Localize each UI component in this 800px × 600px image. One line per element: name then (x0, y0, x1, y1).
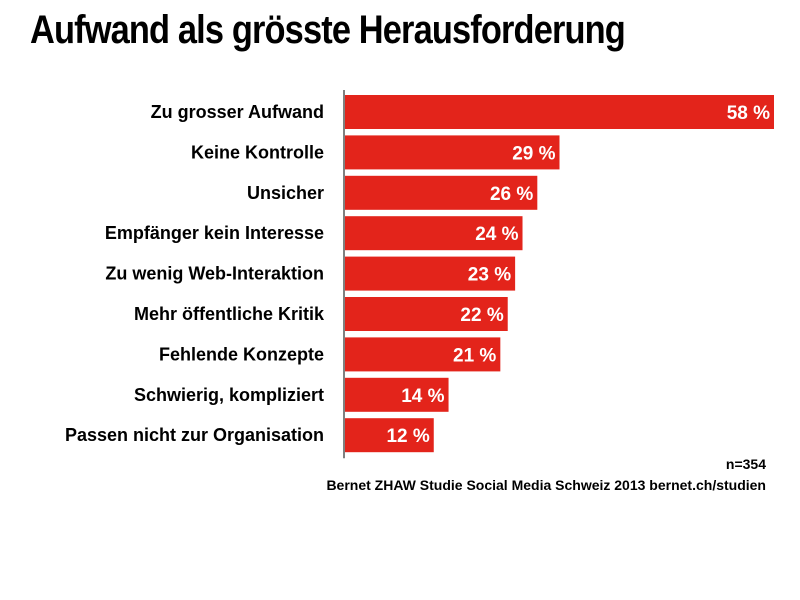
bar-0 (345, 95, 774, 129)
category-label: Zu wenig Web-Interaktion (105, 264, 324, 284)
value-label: 58 % (727, 103, 770, 124)
bars-layer (345, 95, 774, 453)
value-label: 24 % (475, 224, 518, 245)
source-note: Bernet ZHAW Studie Social Media Schweiz … (326, 477, 766, 493)
value-label: 23 % (468, 265, 511, 286)
value-label: 14 % (401, 386, 444, 407)
bar-5 (345, 297, 508, 331)
value-label: 21 % (453, 345, 496, 366)
chart-title: Aufwand als grösste Herausforderung (30, 8, 626, 52)
category-label: Mehr öffentliche Kritik (134, 304, 325, 324)
bar-3 (345, 216, 523, 251)
bar-4 (345, 256, 516, 291)
value-label: 12 % (386, 426, 429, 447)
category-label: Fehlende Konzepte (159, 344, 324, 364)
category-label: Schwierig, kompliziert (134, 385, 324, 405)
labels-layer: 58 % Zu grosser Aufwand 29 % Keine Kontroll… (65, 102, 770, 447)
bar-1 (345, 135, 560, 170)
bar-6 (345, 337, 501, 372)
value-label: 26 % (490, 184, 533, 205)
sample-size-note: n=354 (725, 456, 766, 472)
category-label: Zu grosser Aufwand (151, 102, 324, 122)
category-label: Empfänger kein Interesse (105, 223, 324, 243)
bar-8 (345, 418, 434, 453)
category-label: Passen nicht zur Organisation (65, 425, 324, 445)
value-label: 22 % (460, 305, 503, 326)
bar-2 (345, 175, 538, 210)
category-label: Unsicher (247, 183, 324, 203)
category-label: Keine Kontrolle (191, 142, 324, 162)
value-label: 29 % (512, 143, 555, 164)
bar-7 (345, 377, 449, 412)
